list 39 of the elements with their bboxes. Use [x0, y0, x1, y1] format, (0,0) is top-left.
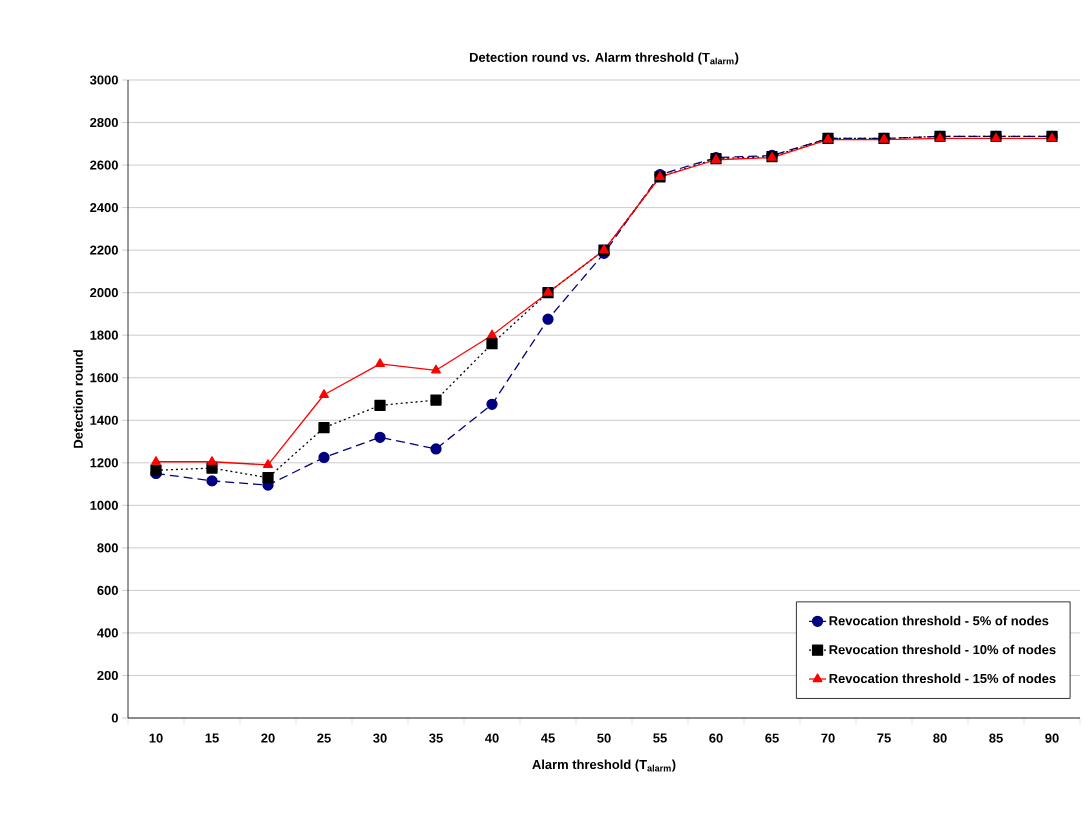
y-tick-label: 600 — [97, 585, 118, 595]
x-tick-label: 20 — [261, 733, 275, 743]
legend-label: Revocation threshold - 5% of nodes — [829, 615, 1049, 626]
x-tick-label: 10 — [149, 733, 163, 743]
x-tick-label: 30 — [373, 733, 387, 743]
x-tick-label: 70 — [821, 733, 835, 743]
y-tick-label: 800 — [97, 543, 118, 553]
x-tick-label: 85 — [989, 733, 1003, 743]
x-tick-label: 75 — [877, 733, 891, 743]
x-tick-label: 55 — [653, 733, 667, 743]
y-tick-label: 2600 — [90, 160, 118, 170]
legend-label: Revocation threshold - 10% of nodes — [829, 644, 1056, 655]
x-tick-label: 15 — [205, 733, 219, 743]
y-tick-label: 1800 — [90, 330, 118, 340]
x-tick-label: 80 — [933, 733, 947, 743]
x-tick-label: 65 — [765, 733, 779, 743]
x-tick-label: 50 — [597, 733, 611, 743]
chart-title: Detection round vs. Alarm threshold (T$_{alarm}$) — [469, 52, 739, 65]
y-axis-title: Detection round — [73, 350, 83, 448]
x-tick-label: 90 — [1045, 733, 1059, 743]
y-tick-label: 1400 — [90, 415, 118, 425]
y-tick-label: 0 — [111, 713, 118, 723]
y-tick-label: 1000 — [90, 500, 118, 510]
legend-label: Revocation threshold - 15% of nodes — [829, 673, 1056, 684]
y-tick-label: 200 — [97, 670, 118, 681]
y-tick-label: 1600 — [90, 373, 118, 383]
x-tick-label: 40 — [485, 733, 499, 743]
x-tick-label: 60 — [709, 733, 723, 743]
y-tick-label: 1200 — [90, 458, 118, 468]
x-tick-label: 25 — [317, 733, 331, 743]
y-tick-label: 2000 — [90, 288, 118, 298]
y-tick-label: 400 — [97, 628, 118, 638]
x-axis-title: Alarm threshold (T$_{alarm}$) — [532, 759, 676, 772]
y-tick-label: 2800 — [90, 117, 118, 128]
x-tick-label: 35 — [429, 733, 443, 743]
y-tick-label: 2200 — [90, 245, 118, 255]
x-tick-label: 45 — [541, 733, 555, 743]
y-tick-label: 3000 — [89, 75, 118, 85]
y-tick-label: 2400 — [90, 203, 118, 213]
